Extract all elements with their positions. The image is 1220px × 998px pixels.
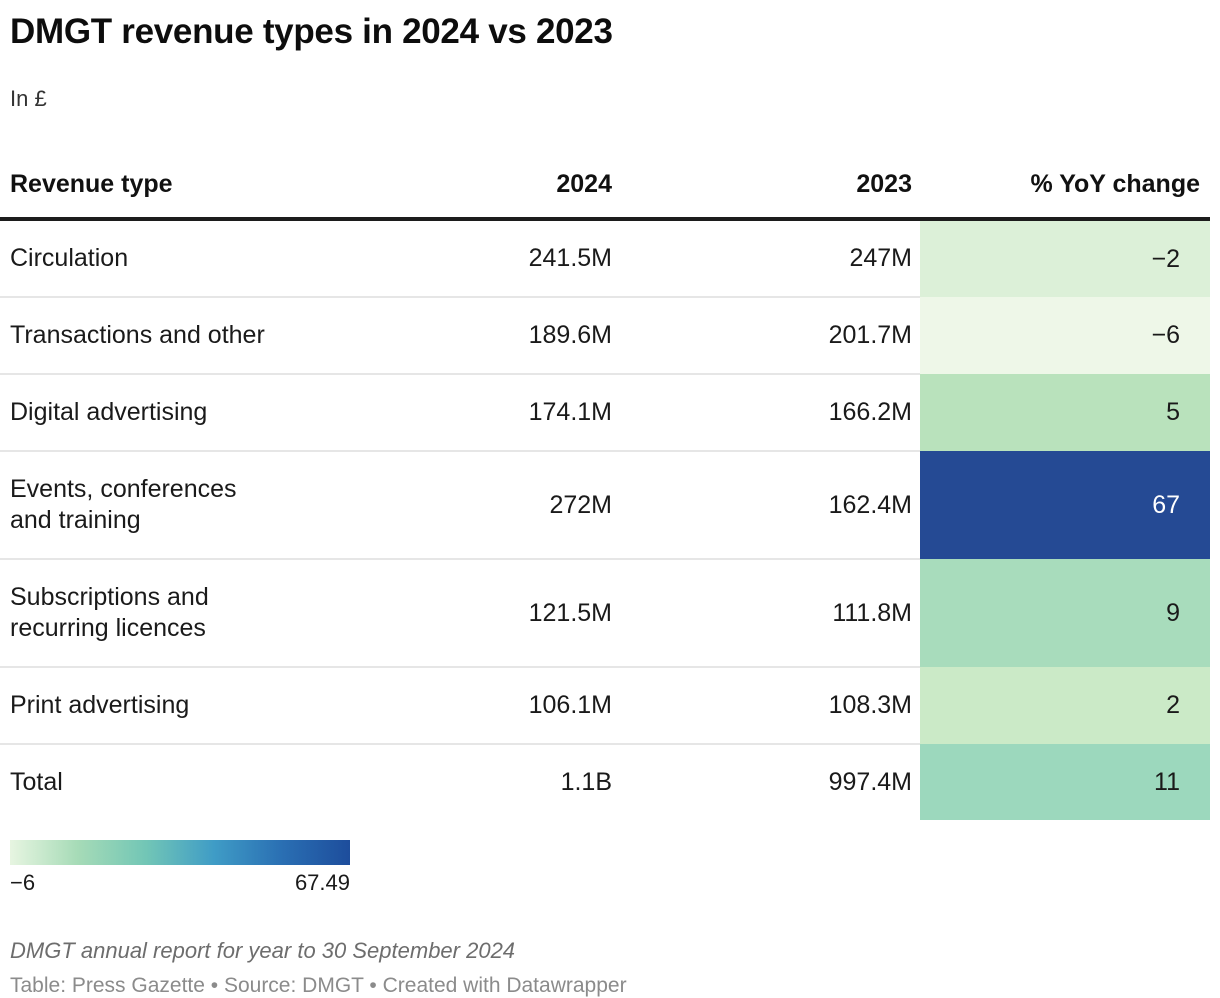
value-2023: 997.4M bbox=[620, 743, 920, 820]
value-2023: 111.8M bbox=[620, 558, 920, 667]
table-row-print-advertising: Print advertising 106.1M 108.3M 2 bbox=[0, 666, 1210, 744]
yoy-change-heat-cell: 67 bbox=[920, 451, 1210, 559]
legend-max-label: 67.49 bbox=[294, 870, 350, 895]
value-2024: 1.1B bbox=[450, 743, 620, 820]
table-row-events-conferences-training: Events, conferences and training 272M 16… bbox=[0, 450, 1210, 559]
value-2023: 201.7M bbox=[620, 296, 920, 374]
row-label: Print advertising bbox=[0, 666, 450, 744]
page-subtitle: In £ bbox=[10, 86, 47, 111]
value-2023: 247M bbox=[849, 244, 912, 272]
table-row-total: Total 1.1B 997.4M 11 bbox=[0, 743, 1210, 820]
color-scale-legend: −6 67.49 bbox=[10, 840, 350, 896]
table-body: Circulation 241.5M 247M −2 Transactions … bbox=[0, 219, 1210, 820]
value-2023: 162.4M bbox=[620, 450, 920, 559]
header-row: Revenue type 2024 2023 % YoY change bbox=[0, 162, 1210, 221]
yoy-change-heat-cell: 5 bbox=[920, 374, 1210, 451]
yoy-change-heat-cell: −2 bbox=[920, 219, 1210, 297]
row-label: Digital advertising bbox=[0, 373, 450, 451]
row-label: Subscriptions and recurring licences bbox=[0, 558, 450, 667]
table-header: Revenue type 2024 2023 % YoY change bbox=[0, 162, 1210, 221]
value-2023: 108.3M bbox=[620, 666, 920, 744]
yoy-change-heat-cell: 9 bbox=[920, 559, 1210, 667]
legend-min-label: −6 bbox=[10, 870, 36, 895]
legend-gradient-bar bbox=[10, 840, 350, 865]
column-header-revenue-type: Revenue type bbox=[0, 162, 450, 221]
column-header-2023: 2023 bbox=[620, 162, 920, 221]
column-header-2024: 2024 bbox=[450, 162, 620, 221]
row-label: Transactions and other bbox=[0, 296, 450, 374]
source-note: DMGT annual report for year to 30 Septem… bbox=[10, 938, 516, 963]
table-row-subscriptions-licences: Subscriptions and recurring licences 121… bbox=[0, 558, 1210, 667]
yoy-change-heat-cell: 2 bbox=[920, 667, 1210, 744]
byline: Table: Press Gazette • Source: DMGT • Cr… bbox=[10, 974, 627, 997]
table-row-digital-advertising: Digital advertising 174.1M 166.2M 5 bbox=[0, 373, 1210, 451]
value-2024: 121.5M bbox=[450, 558, 620, 667]
table-row-circulation: Circulation 241.5M 247M −2 bbox=[0, 219, 1210, 297]
legend-labels: −6 67.49 bbox=[10, 870, 350, 896]
yoy-change-heat-cell: −6 bbox=[920, 297, 1210, 374]
revenue-table: Revenue type 2024 2023 % YoY change Circ… bbox=[0, 162, 1210, 820]
page-title: DMGT revenue types in 2024 vs 2023 bbox=[10, 12, 613, 51]
table-row-transactions: Transactions and other 189.6M 201.7M −6 bbox=[0, 296, 1210, 374]
value-2024: 189.6M bbox=[450, 296, 620, 374]
column-header-yoy-change: % YoY change bbox=[920, 162, 1210, 221]
value-2024: 106.1M bbox=[450, 666, 620, 744]
value-2024: 174.1M bbox=[450, 373, 620, 451]
row-label: Events, conferences and training bbox=[0, 450, 450, 559]
value-2024: 241.5M bbox=[528, 244, 612, 272]
value-2023: 166.2M bbox=[620, 373, 920, 451]
row-label: Total bbox=[0, 743, 450, 820]
row-label: Circulation bbox=[10, 244, 129, 272]
value-2024: 272M bbox=[450, 450, 620, 559]
yoy-change-heat-cell: 11 bbox=[920, 744, 1210, 820]
